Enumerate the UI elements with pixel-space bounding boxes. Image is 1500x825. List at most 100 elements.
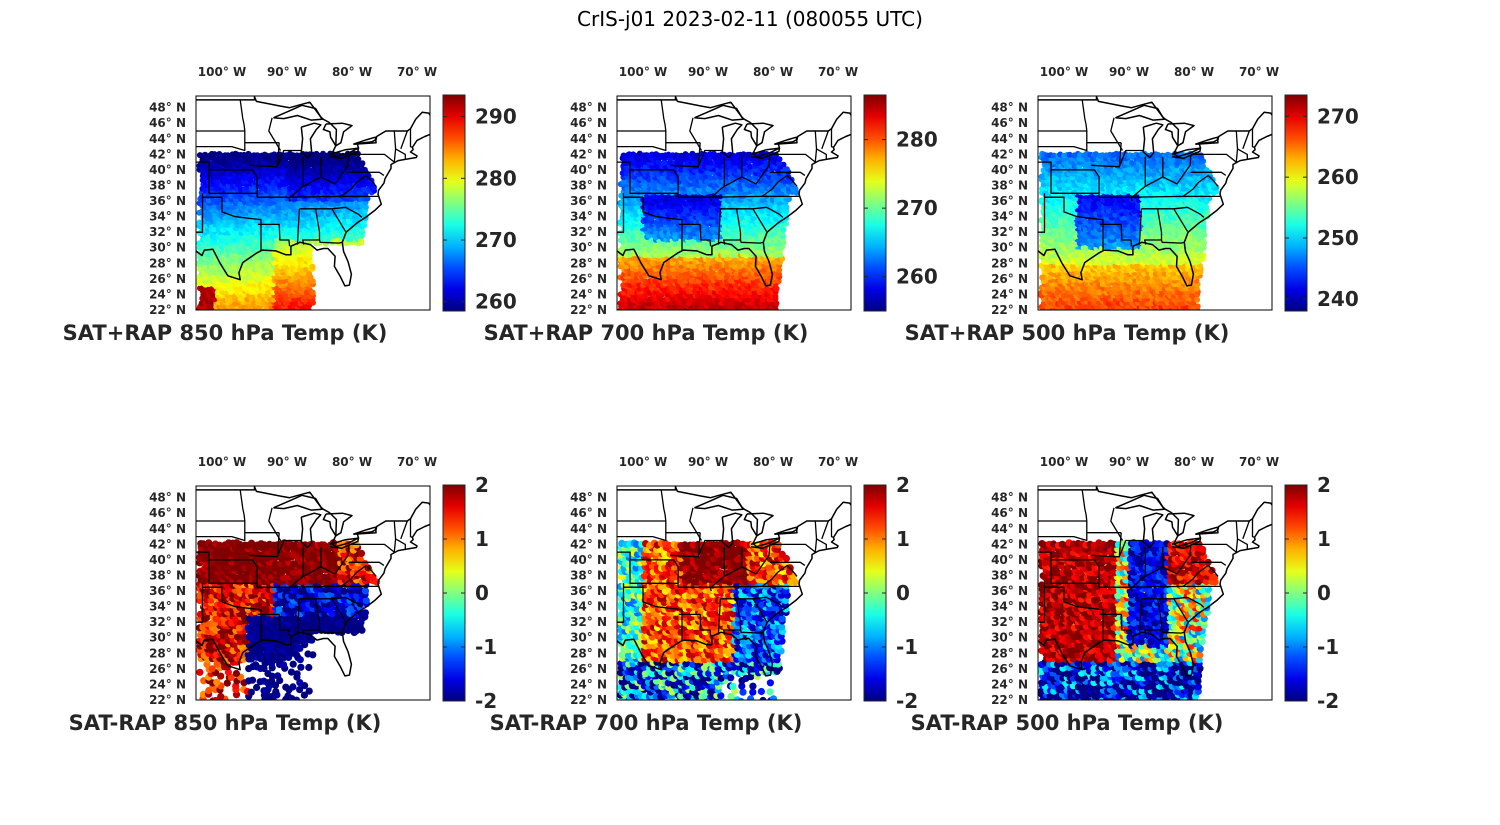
data-point [306,270,313,277]
state-border [689,117,703,151]
data-point [1194,296,1201,303]
great-lake [743,122,774,147]
state-border [331,208,347,232]
state-border [697,149,723,168]
data-point [212,155,218,162]
data-point [231,278,238,285]
data-point [234,289,241,296]
data-point [224,152,231,159]
data-point [776,267,783,273]
lat-tick-label: 22° N [149,303,186,317]
state-border [816,148,827,160]
great-lake [721,122,743,159]
lat-tick-label: 48° N [570,101,607,115]
colorbar-tick-label: 260 [896,265,938,289]
data-point [684,152,691,159]
data-point [362,204,369,211]
data-point [691,204,698,211]
panel-title: SAT+RAP 850 hPa Temp (K) [63,321,388,345]
data-point [211,151,218,158]
state-border [393,130,397,163]
data-point [209,304,215,310]
map-outlines [617,96,851,287]
data-points [1038,150,1220,310]
state-border [741,154,771,185]
data-point [1193,285,1200,292]
lon-tick-label: 80° W [753,65,793,79]
lat-tick-label: 30° N [570,241,607,255]
state-border [720,206,784,218]
state-border [769,171,806,176]
state-border [299,206,363,218]
lat-tick-label: 34° N [149,210,186,224]
data-point [783,166,790,173]
data-point [710,150,717,157]
great-lake [329,147,360,160]
state-border [340,174,377,197]
great-lake [273,104,323,121]
data-point [746,174,753,181]
data-point [309,263,316,270]
data-point [309,289,316,296]
data-point [244,186,251,193]
great-lake [694,104,744,121]
map-frame [195,95,431,311]
lon-tick-label: 100° W [198,65,246,79]
data-point [688,174,695,181]
state-border [717,208,722,245]
data-point [642,278,649,285]
data-point [1194,303,1201,310]
map-panel: 100° W 90° W 80° W 70° W48° N46° N44° N42° … [905,65,1359,345]
great-lake [322,122,353,147]
great-lake [774,136,798,145]
data-point [720,248,727,255]
data-point [792,185,799,192]
colorbar-tick-label: 290 [475,105,517,129]
lon-tick-label: 100° W [619,65,667,79]
state-border [289,156,304,198]
colorbar-tick-label: 270 [475,228,517,252]
state-border [268,117,282,151]
data-point [202,151,209,158]
great-lake [353,136,377,145]
state-border [617,131,667,152]
colorbar-tick-label: 280 [896,128,938,152]
state-border [208,169,258,194]
lat-tick-label: 48° N [149,101,186,115]
lat-tick-label: 42° N [570,147,607,161]
state-border [617,197,625,233]
great-lake [300,122,322,159]
lat-tick-label: 26° N [149,272,186,286]
state-border [710,156,725,198]
state-border [769,153,816,163]
data-point [1073,285,1080,292]
data-point [1148,271,1155,278]
colorbar-tick-label: 280 [475,166,517,190]
lat-tick-label: 36° N [570,194,607,208]
state-border [257,223,291,247]
data-point [273,267,280,274]
data-point [331,174,338,181]
data-point [299,170,306,177]
lon-tick-label: 90° W [688,65,728,79]
data-point [1070,263,1076,270]
lat-tick-label: 30° N [149,241,186,255]
lat-tick-label: 40° N [149,163,186,177]
lat-tick-label: 44° N [570,132,607,146]
data-point [661,159,668,166]
map-outlines [196,96,430,287]
great-lake [750,147,781,160]
state-border [629,169,679,194]
data-point [639,304,646,310]
state-border [830,128,834,149]
data-point [733,270,740,277]
data-point [756,226,763,233]
data-point [1161,270,1168,277]
panel-title: SAT+RAP 700 hPa Temp (K) [484,321,809,345]
colorbar-tick-label: 260 [475,290,517,314]
state-border [395,148,406,160]
colorbar [863,94,887,312]
data-point [707,174,714,181]
data-point [289,260,296,266]
